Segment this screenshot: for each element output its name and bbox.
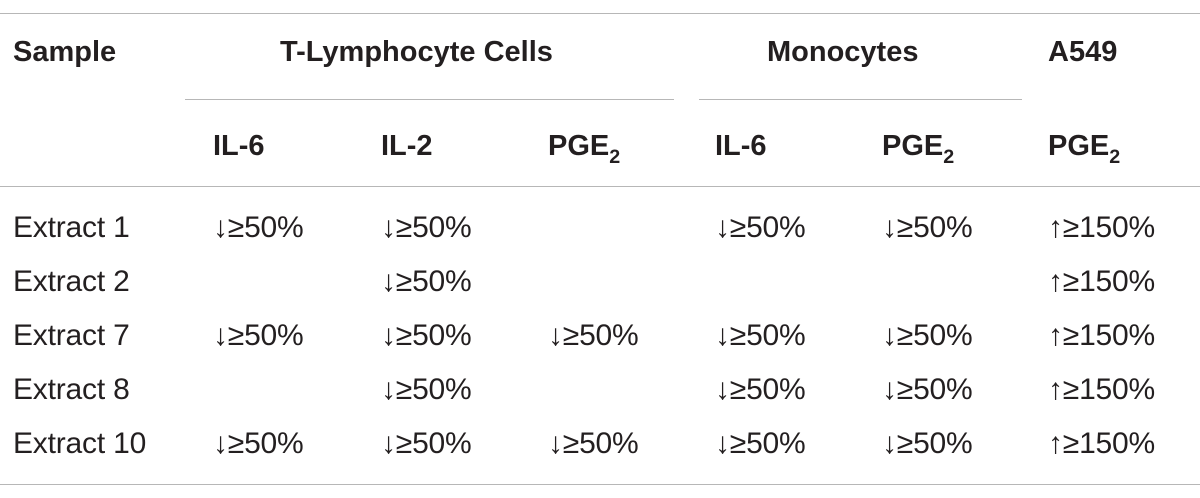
table-bottom-rule	[0, 484, 1200, 485]
table-cell: ↑≥150%	[1048, 211, 1155, 244]
subheader-tl-pge2: PGE2	[548, 130, 621, 169]
table-cell: ↓≥50%	[213, 211, 304, 244]
t-lymphocyte-span-rule	[185, 99, 674, 100]
table-cell: ↓≥50%	[381, 373, 472, 406]
subheader-mono-pge2: PGE2	[882, 130, 955, 169]
table-cell: ↓≥50%	[548, 319, 639, 352]
table-cell: ↑≥150%	[1048, 427, 1155, 460]
table-cell: ↓≥50%	[882, 427, 973, 460]
table-cell: ↓≥50%	[381, 427, 472, 460]
table-top-rule	[0, 13, 1200, 14]
table-cell: ↑≥150%	[1048, 373, 1155, 406]
header-t-lymphocyte-cells: T-Lymphocyte Cells	[280, 36, 553, 68]
table-cell: ↓≥50%	[715, 373, 806, 406]
table-cell: ↓≥50%	[882, 373, 973, 406]
header-bottom-rule	[0, 186, 1200, 187]
row-sample-extract-1: Extract 1	[13, 211, 130, 244]
table-cell: ↓≥50%	[381, 319, 472, 352]
table-cell: ↓≥50%	[548, 427, 639, 460]
row-sample-extract-10: Extract 10	[13, 427, 147, 460]
table-cell: ↓≥50%	[715, 427, 806, 460]
row-sample-extract-2: Extract 2	[13, 265, 130, 298]
table-cell: ↓≥50%	[882, 319, 973, 352]
table-cell: ↓≥50%	[715, 319, 806, 352]
table-cell: ↓≥50%	[882, 211, 973, 244]
table-cell: ↑≥150%	[1048, 265, 1155, 298]
table-cell: ↓≥50%	[213, 427, 304, 460]
header-a549: A549	[1048, 36, 1118, 68]
table-cell: ↓≥50%	[213, 319, 304, 352]
monocytes-span-rule	[699, 99, 1022, 100]
subheader-tl-il2: IL-2	[381, 130, 433, 162]
row-sample-extract-7: Extract 7	[13, 319, 130, 352]
row-sample-extract-8: Extract 8	[13, 373, 130, 406]
subheader-a549-pge2: PGE2	[1048, 130, 1121, 169]
table-cell: ↓≥50%	[381, 211, 472, 244]
header-monocytes: Monocytes	[767, 36, 919, 68]
header-sample: Sample	[13, 36, 117, 68]
subheader-mono-il6: IL-6	[715, 130, 767, 162]
table-cell: ↓≥50%	[381, 265, 472, 298]
table-cell: ↓≥50%	[715, 211, 806, 244]
table-cell: ↑≥150%	[1048, 319, 1155, 352]
subheader-tl-il6: IL-6	[213, 130, 265, 162]
